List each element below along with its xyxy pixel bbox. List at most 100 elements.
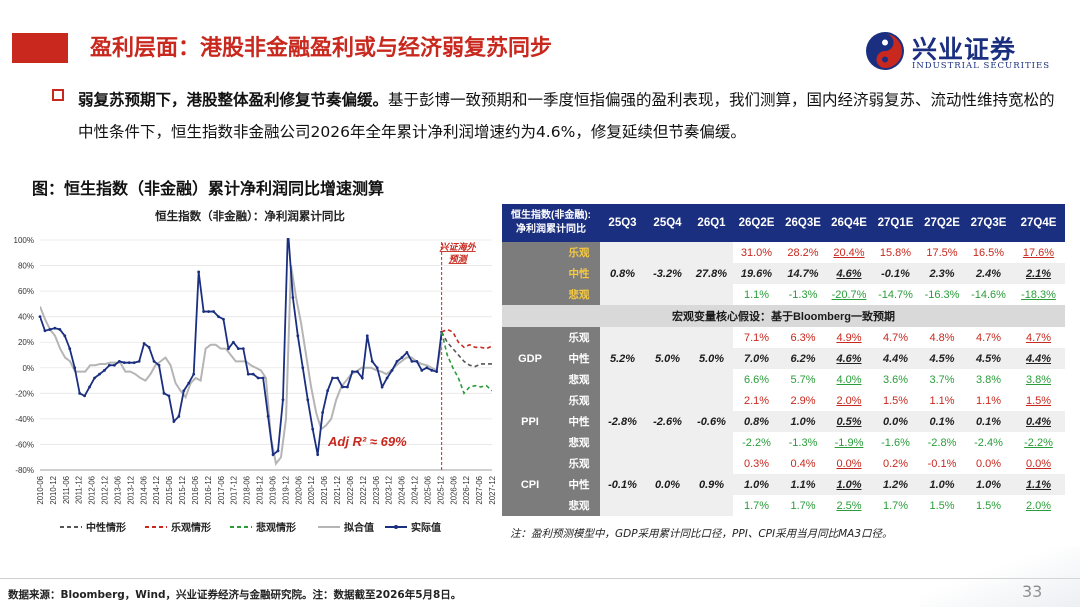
- table-cell: 1.0%: [733, 474, 780, 495]
- series-line-实际值: [40, 238, 443, 457]
- col-header-27q4e: 27Q4E: [1012, 204, 1065, 242]
- table-cell: [690, 242, 733, 263]
- x-tick-label: 2027-06: [475, 476, 484, 505]
- data-point: [212, 310, 215, 313]
- table-cell: -0.1%: [872, 263, 919, 284]
- table-cell: 1.5%: [872, 390, 919, 411]
- data-point: [88, 385, 91, 389]
- data-point: [336, 376, 339, 380]
- series-line-中性情形: [440, 331, 492, 368]
- data-point: [38, 315, 42, 319]
- table-row: PPI 乐观 2.1% 2.9% 2.0% 1.5% 1.1% 1.1% 1.5%: [502, 390, 1065, 453]
- x-tick-label: 2011-06: [62, 476, 71, 504]
- x-tick-label: 2017-06: [217, 476, 226, 505]
- table-row: 悲观 -2.2% -1.3% -1.9% -1.6% -2.8% -2.4% -2.2%: [502, 432, 1065, 453]
- x-tick-label: 2018-06: [243, 476, 252, 505]
- table-cell: 1.0%: [826, 474, 872, 495]
- table-cell: -0.1%: [919, 453, 965, 474]
- table-cell: [645, 495, 690, 516]
- series-line-拟合值: [40, 265, 443, 466]
- x-tick-label: 2012-06: [88, 476, 97, 505]
- table-row: 乐观 31.0% 28.2% 20.4% 15.8% 17.5% 16.5% 17.6%: [502, 242, 1065, 305]
- x-tick-label: 2023-06: [372, 476, 381, 505]
- scenario-label: 乐观: [558, 453, 600, 474]
- data-point: [350, 370, 354, 374]
- table-cell: 6.2%: [780, 348, 826, 369]
- data-point: [360, 376, 364, 380]
- table-row: 悲观 1.1% -1.3% -20.7% -14.7% -16.3% -14.6% -18.3…: [502, 284, 1065, 305]
- figure-title: 图：恒生指数（非金融）累计净利润同比增速测算: [32, 179, 385, 198]
- table-cell: -14.7%: [872, 284, 919, 305]
- table-cell: [645, 453, 690, 474]
- table-cell: 4.0%: [826, 369, 872, 390]
- forecast-table: 恒生指数(非金融): 净利润累计同比 25Q3 25Q4 26Q1 26Q2E 26Q3E…: [502, 204, 1065, 516]
- data-point: [147, 345, 151, 349]
- table-cell: 4.9%: [826, 327, 872, 348]
- corner-decoration: [920, 547, 1080, 607]
- table-cell: 4.6%: [826, 348, 872, 369]
- data-point: [48, 328, 52, 331]
- x-tick-label: 2025-12: [436, 476, 445, 505]
- data-point: [420, 368, 424, 372]
- x-tick-label: 2022-12: [359, 476, 368, 505]
- x-tick-label: 2011-12: [75, 476, 84, 504]
- table-cell: 28.2%: [780, 242, 826, 263]
- table-cell: -1.6%: [872, 432, 919, 453]
- table-cell: 17.5%: [919, 242, 965, 263]
- table-cell: 0.0%: [645, 474, 690, 495]
- table-cell: 2.0%: [1012, 495, 1065, 516]
- table-cell: [600, 495, 645, 516]
- table-cell: 15.8%: [872, 242, 919, 263]
- table-cell: 4.4%: [872, 348, 919, 369]
- summary-text: 基于彭博一致预期和一季度恒指偏强的盈利表现，我们测算，国内经济弱复苏、流动性维持…: [78, 91, 1055, 141]
- data-point: [311, 427, 315, 431]
- table-cell: [690, 495, 733, 516]
- table-cell: 31.0%: [733, 242, 780, 263]
- data-point: [117, 359, 121, 363]
- table-cell: 0.4%: [780, 453, 826, 474]
- data-point: [43, 329, 47, 333]
- x-tick-label: 2016-12: [204, 476, 213, 505]
- table-cell: 2.5%: [826, 495, 872, 516]
- data-point: [425, 366, 429, 370]
- table-corner-header: 恒生指数(非金融): 净利润累计同比: [502, 204, 600, 242]
- data-point: [346, 385, 349, 389]
- data-point: [306, 398, 310, 402]
- table-cell: 2.0%: [826, 390, 872, 411]
- x-tick-label: 2024-12: [411, 476, 420, 505]
- scenario-label: 悲观: [558, 369, 600, 390]
- table-cell: -1.3%: [780, 284, 826, 305]
- legend-label: 实际值: [411, 521, 441, 534]
- table-cell: -1.3%: [780, 432, 826, 453]
- page-title: 盈利层面：港股非金融盈利或与经济弱复苏同步: [90, 36, 553, 61]
- data-point: [152, 359, 156, 363]
- table-cell: 5.0%: [690, 348, 733, 369]
- data-point: [415, 359, 419, 363]
- col-header-27q1e: 27Q1E: [872, 204, 919, 242]
- x-tick-label: 2019-12: [281, 476, 290, 505]
- data-point: [271, 453, 275, 457]
- table-cell: -2.2%: [733, 432, 780, 453]
- table-cell: 27.8%: [690, 263, 733, 284]
- x-tick-label: 2026-06: [449, 476, 458, 505]
- logo-emblem-icon: [866, 32, 904, 70]
- y-tick-label: -60%: [15, 440, 34, 449]
- data-point: [266, 414, 270, 418]
- table-cell: 1.1%: [965, 390, 1012, 411]
- data-point: [261, 376, 265, 380]
- data-point: [296, 334, 300, 338]
- table-cell: -2.8%: [600, 411, 645, 432]
- data-point: [73, 366, 77, 370]
- x-tick-label: 2012-12: [101, 476, 110, 505]
- table-cell: -0.1%: [600, 474, 645, 495]
- table-cell: 6.6%: [733, 369, 780, 390]
- scenario-label: 悲观: [558, 495, 600, 516]
- table-cell: [645, 432, 690, 453]
- r2-annotation: Adj R² ≈ 69%: [327, 434, 407, 449]
- table-cell: 1.0%: [965, 474, 1012, 495]
- table-cell: -2.4%: [965, 432, 1012, 453]
- data-point: [122, 361, 126, 365]
- table-row: CPI 乐观 0.3% 0.4% 0.0% 0.2% -0.1% 0.0% 0.0%: [502, 453, 1065, 516]
- table-cell: 2.1%: [1012, 263, 1065, 284]
- data-point: [132, 361, 136, 365]
